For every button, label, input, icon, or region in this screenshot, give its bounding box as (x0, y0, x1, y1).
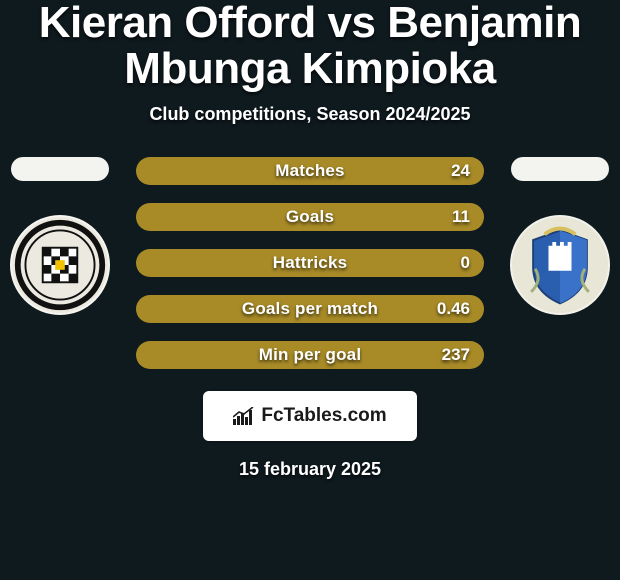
stat-bar: Hattricks 0 (136, 249, 484, 277)
stat-bar: Goals per match 0.46 (136, 295, 484, 323)
stat-value: 0.46 (437, 299, 470, 319)
right-team-crest (510, 215, 610, 315)
stat-bars: Matches 24 Goals 11 Hattricks 0 Goals per matc… (136, 157, 484, 369)
stat-label: Goals (286, 207, 334, 227)
stat-label: Matches (275, 161, 344, 181)
stat-value: 0 (461, 253, 470, 273)
bar-chart-icon (233, 407, 255, 425)
stat-label: Goals per match (242, 299, 378, 319)
stat-bar: Goals 11 (136, 203, 484, 231)
comparison-body: Matches 24 Goals 11 Hattricks 0 Goals per matc… (0, 157, 620, 369)
brand-text: FcTables.com (261, 405, 386, 427)
comparison-card: Kieran Offord vs Benjamin Mbunga Kimpiok… (0, 0, 620, 580)
date-text: 15 february 2025 (0, 459, 620, 480)
stat-bar: Matches 24 (136, 157, 484, 185)
stat-label: Hattricks (273, 253, 348, 273)
left-team-pill (11, 157, 109, 181)
st-mirren-crest-icon (12, 217, 108, 313)
page-title: Kieran Offord vs Benjamin Mbunga Kimpiok… (0, 0, 620, 92)
stat-label: Min per goal (259, 345, 362, 365)
brand-badge: FcTables.com (203, 391, 417, 441)
stat-value: 11 (452, 207, 470, 227)
st-johnstone-crest-icon (512, 217, 608, 313)
stat-value: 24 (451, 161, 470, 181)
right-team-column (500, 157, 620, 315)
left-team-column (0, 157, 120, 315)
right-team-pill (511, 157, 609, 181)
stat-bar: Min per goal 237 (136, 341, 484, 369)
subtitle: Club competitions, Season 2024/2025 (0, 104, 620, 125)
left-team-crest (10, 215, 110, 315)
stat-value: 237 (442, 345, 470, 365)
